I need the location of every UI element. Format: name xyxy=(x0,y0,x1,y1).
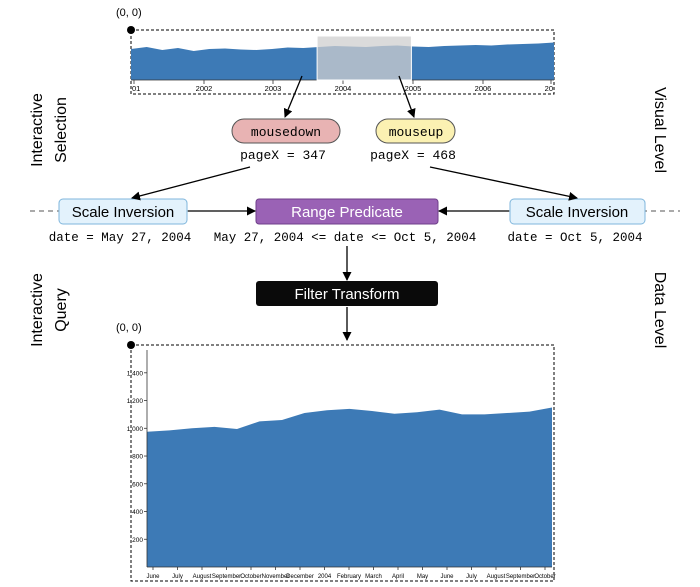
detail-x-tick-label: December xyxy=(286,574,314,580)
detail-frame xyxy=(130,344,555,582)
arrow-mousedown-to-scale-left xyxy=(131,166,251,201)
detail-x-tick-label: July xyxy=(466,574,477,580)
detail-x-tick-label: May xyxy=(417,574,428,580)
scale-inversion-right-label: Scale Inversion xyxy=(526,204,629,221)
overview-tick-label: 2005 xyxy=(405,84,422,93)
mousedown-pill xyxy=(231,118,341,144)
detail-x-tick-label: September xyxy=(212,574,241,580)
overview-tick-label: 20 xyxy=(545,84,553,93)
mouseup-pagex: pageX = 468 xyxy=(370,148,456,163)
interactive-selection-label-line2: Selection xyxy=(53,97,70,163)
detail-x-tick-label: July xyxy=(172,574,183,580)
interactive-selection-label-line1: Interactive xyxy=(29,93,46,167)
arrow-brush-to-mousedown xyxy=(283,75,303,118)
detail-x-tick-label: October xyxy=(240,574,261,580)
detail-y-tick-label: 200 xyxy=(132,537,143,544)
detail-x-tick-label: October xyxy=(534,574,555,580)
brush-selection[interactable] xyxy=(316,35,412,81)
mousedown-pagex: pageX = 347 xyxy=(240,148,326,163)
data-level-label: Data Level xyxy=(651,272,668,349)
detail-x-tick-label: April xyxy=(392,574,404,580)
detail-x-tick-label: March xyxy=(365,574,382,580)
detail-area xyxy=(147,407,552,567)
detail-x-tick-label: February xyxy=(337,574,361,580)
scale-inversion-right-value: date = Oct 5, 2004 xyxy=(507,231,642,245)
interactive-query-label-line1: Interactive xyxy=(29,273,46,347)
range-predicate-value: May 27, 2004 <= date <= Oct 5, 2004 xyxy=(214,231,477,245)
filter-transform-label: Filter Transform xyxy=(294,286,399,303)
detail-y-tick-label: 800 xyxy=(132,454,143,461)
detail-y-tick-label: 1,400 xyxy=(127,370,144,377)
scale-inversion-left-box xyxy=(58,198,188,225)
detail-x-tick-label: June xyxy=(440,574,454,580)
detail-x-tick-label: August xyxy=(193,574,212,580)
detail-y-tick-label: 1,000 xyxy=(127,426,144,433)
interactive-query-label-line2: Query xyxy=(53,288,70,332)
detail-origin-label: (0, 0) xyxy=(116,322,142,334)
range-predicate-label: Range Predicate xyxy=(291,204,403,221)
detail-y-tick-label: 600 xyxy=(132,481,143,488)
mousedown-label: mousedown xyxy=(251,125,321,140)
detail-y-tick-label: 400 xyxy=(132,509,143,516)
detail-x-tick-label: November xyxy=(262,574,290,580)
overview-tick-label: 2003 xyxy=(265,84,282,93)
overview-tick-label: 2006 xyxy=(475,84,492,93)
arrow-brush-to-mouseup xyxy=(398,75,416,118)
overview-tick-label: 2002 xyxy=(196,84,213,93)
detail-x-tick-label: August xyxy=(487,574,506,580)
filter-transform-box xyxy=(256,281,438,306)
detail-y-tick-label: 1,200 xyxy=(127,398,144,405)
detail-x-tick-label: June xyxy=(146,574,160,580)
detail-x-tick-label: September xyxy=(506,574,535,580)
overview-tick-label: 2004 xyxy=(335,84,352,93)
mouseup-pill xyxy=(375,118,456,144)
arrow-mouseup-to-scale-right xyxy=(429,166,578,201)
visual-level-label: Visual Level xyxy=(651,87,668,173)
overview-tick-label: 01 xyxy=(132,84,140,93)
detail-x-tick-label: 2004 xyxy=(318,574,332,580)
scale-inversion-left-value: date = May 27, 2004 xyxy=(49,231,192,245)
mouseup-label: mouseup xyxy=(389,125,444,140)
scale-inversion-left-label: Scale Inversion xyxy=(72,204,175,221)
overview-origin-label: (0, 0) xyxy=(116,7,142,19)
